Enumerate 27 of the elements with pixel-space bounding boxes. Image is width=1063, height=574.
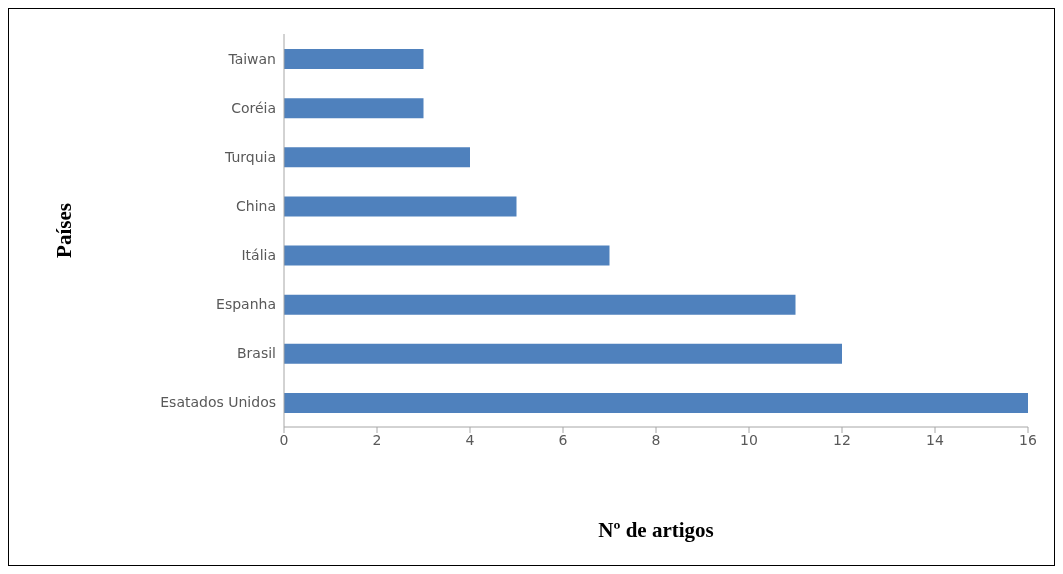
bar: [284, 294, 796, 315]
x-tick-label: 4: [465, 431, 475, 448]
x-tick-label: 0: [279, 431, 289, 448]
y-axis-title: Países: [52, 203, 77, 258]
bar: [284, 147, 470, 168]
y-tick-label: Brasil: [236, 345, 276, 362]
x-tick-label: 8: [651, 431, 661, 448]
x-tick-label: 14: [926, 431, 944, 448]
x-tick-label: 12: [833, 431, 851, 448]
bar: [284, 245, 610, 266]
bar: [284, 98, 424, 119]
x-tick-label: 16: [1019, 431, 1037, 448]
y-tick-label: Itália: [241, 247, 276, 264]
bar: [284, 196, 517, 217]
y-tick-label: Espanha: [216, 296, 276, 313]
bar: [284, 343, 842, 364]
x-tick-label: 6: [558, 431, 568, 448]
y-tick-label: China: [236, 197, 276, 214]
x-tick-label: 2: [372, 431, 382, 448]
x-tick-label: 10: [740, 431, 758, 448]
bar: [284, 392, 1028, 413]
bar: [284, 49, 424, 69]
y-tick-label: Coréia: [231, 99, 276, 116]
y-tick-label: Esatados Unidos: [160, 394, 276, 411]
y-tick-label: Turquia: [223, 148, 276, 165]
y-tick-label: Taiwan: [227, 50, 276, 67]
x-axis-title: Nº de artigos: [598, 518, 714, 542]
